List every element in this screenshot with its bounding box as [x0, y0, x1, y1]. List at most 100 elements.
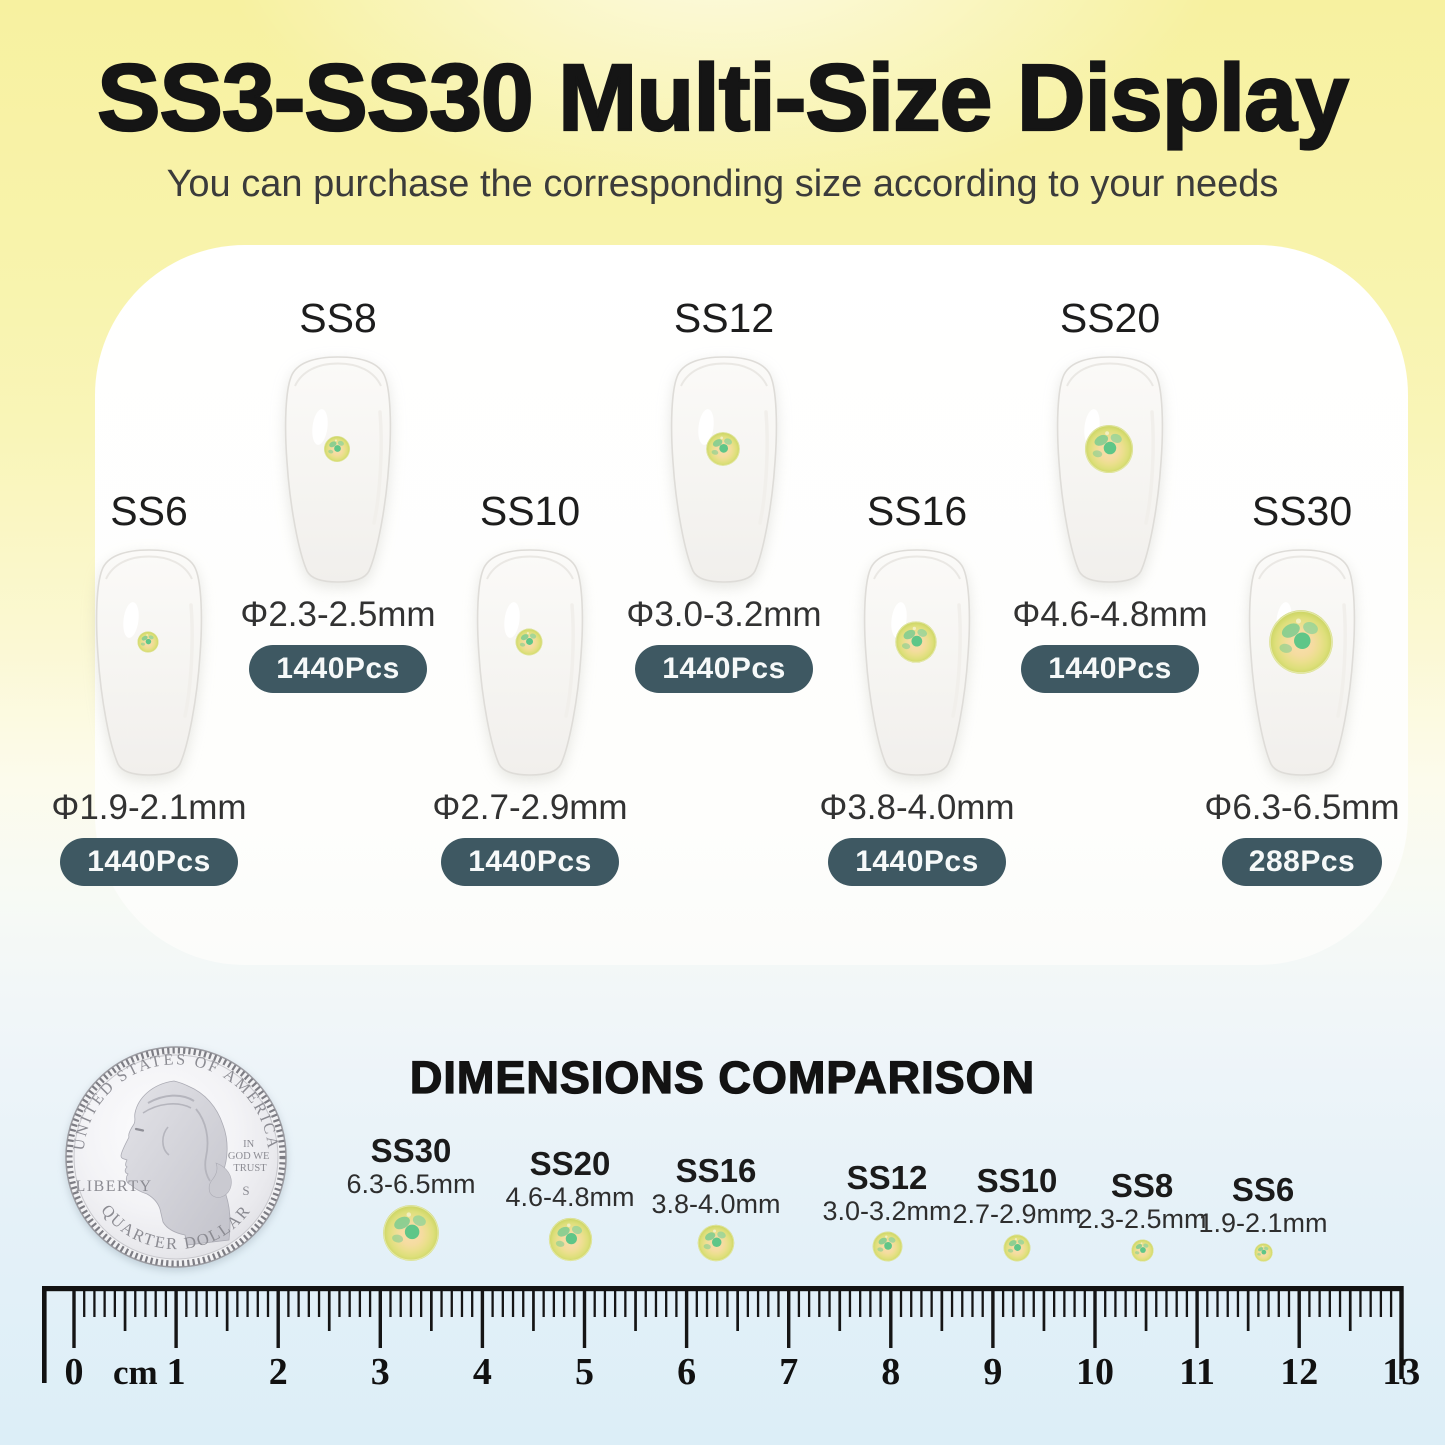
dot-label: SS30 — [370, 1132, 452, 1169]
svg-text:7: 7 — [779, 1351, 798, 1393]
count-badge: 1440Pcs — [249, 645, 427, 693]
nail-highlight — [698, 409, 714, 445]
svg-text:11: 11 — [1179, 1351, 1215, 1393]
nail-tip-image — [476, 549, 584, 776]
svg-text:13: 13 — [1382, 1351, 1420, 1393]
dot-size: 1.9-2.1mm — [1198, 1208, 1328, 1238]
rhinestone — [1084, 424, 1134, 474]
dot-size: 4.6-4.8mm — [505, 1182, 635, 1212]
svg-text:1: 1 — [167, 1351, 186, 1393]
diameter-label: Φ3.0-3.2mm — [626, 595, 822, 634]
svg-text:4: 4 — [473, 1351, 492, 1393]
dot-group-ss12: SS12 3.0-3.2mm — [817, 1159, 957, 1262]
dot-group-ss10: SS10 2.7-2.9mm — [947, 1162, 1087, 1262]
dot-label: SS6 — [1231, 1171, 1295, 1208]
svg-text:12: 12 — [1280, 1351, 1318, 1393]
hair-queue — [208, 1162, 232, 1198]
nail-highlight — [504, 602, 520, 638]
size-label: SS10 — [479, 488, 581, 534]
nail-tip-image — [95, 549, 203, 776]
count-badge: 288Pcs — [1221, 838, 1383, 886]
svg-text:8: 8 — [881, 1351, 900, 1393]
rhinestone-dot — [1130, 1239, 1154, 1262]
nail-tip-image — [284, 356, 392, 583]
size-card-ss8: SS8 Φ2.3-2.5mm 1440Pcs — [208, 295, 468, 715]
count-badge: 1440Pcs — [441, 838, 619, 886]
size-label: SS30 — [1251, 488, 1353, 534]
svg-text:6: 6 — [677, 1351, 696, 1393]
rhinestone-dot — [547, 1217, 593, 1262]
size-label: SS12 — [673, 295, 775, 341]
svg-text:5: 5 — [575, 1351, 594, 1393]
rhinestone — [894, 620, 938, 664]
dot-label: SS8 — [1110, 1167, 1174, 1204]
dot-size: 3.8-4.0mm — [651, 1189, 781, 1219]
nail-tip-image — [1248, 549, 1356, 776]
size-card-ss20: SS20 Φ4.6-4.8mm 1440Pcs — [980, 295, 1240, 715]
diameter-label: Φ6.3-6.5mm — [1204, 788, 1400, 827]
count-badge: 1440Pcs — [60, 838, 238, 886]
dot-label: SS12 — [846, 1159, 928, 1196]
rhinestone — [1268, 609, 1334, 675]
dot-group-ss30: SS30 6.3-6.5mm — [341, 1132, 481, 1262]
rhinestone — [515, 628, 543, 656]
rhinestone — [323, 435, 351, 463]
size-label: SS8 — [299, 295, 377, 341]
nail-highlight — [312, 409, 328, 445]
dot-size: 3.0-3.2mm — [822, 1196, 952, 1226]
rhinestone-dot — [382, 1204, 440, 1262]
dot-size: 2.3-2.5mm — [1077, 1204, 1207, 1234]
dot-label: SS16 — [675, 1152, 757, 1189]
rhinestone-dot — [1253, 1243, 1273, 1262]
dot-group-ss16: SS16 3.8-4.0mm — [646, 1152, 786, 1262]
svg-text:2: 2 — [269, 1351, 288, 1393]
diameter-label: Φ3.8-4.0mm — [819, 788, 1015, 827]
dot-label: SS20 — [529, 1145, 611, 1182]
ruler-unit: cm — [113, 1353, 158, 1392]
diameter-label: Φ2.3-2.5mm — [240, 595, 436, 634]
eye-line — [134, 1127, 145, 1132]
dot-label: SS10 — [976, 1162, 1058, 1199]
svg-text:10: 10 — [1076, 1351, 1114, 1393]
coin-reeded-edge — [66, 1047, 286, 1267]
coin-mint-mark: S — [242, 1183, 249, 1198]
coin-liberty-text: LIBERTY — [75, 1178, 152, 1195]
coin-motto-text: IN GOD WE TRUST — [228, 1139, 272, 1174]
size-card-ss10: SS10 Φ2.7-2.9mm 1440Pcs — [400, 488, 660, 908]
size-card-ss6: SS6 Φ1.9-2.1mm 1440Pcs — [19, 488, 279, 908]
rhinestone — [705, 431, 741, 467]
rhinestone-dot — [871, 1231, 903, 1262]
diameter-label: Φ2.7-2.9mm — [432, 788, 628, 827]
rhinestone-dot — [697, 1224, 735, 1262]
count-badge: 1440Pcs — [828, 838, 1006, 886]
nail-tip-image — [863, 549, 971, 776]
dot-group-ss8: SS8 2.3-2.5mm — [1072, 1167, 1212, 1262]
svg-text:9: 9 — [983, 1351, 1002, 1393]
dot-size: 6.3-6.5mm — [346, 1169, 476, 1199]
size-label: SS16 — [866, 488, 968, 534]
size-card-ss12: SS12 Φ3.0-3.2mm 1440Pcs — [594, 295, 854, 715]
page-title: SS3-SS30 Multi-Size Display — [96, 44, 1350, 152]
rhinestone — [137, 631, 159, 653]
svg-text:3: 3 — [371, 1351, 390, 1393]
size-label: SS6 — [110, 488, 188, 534]
diameter-label: Φ4.6-4.8mm — [1012, 595, 1208, 634]
rhinestone-dot — [1003, 1234, 1031, 1262]
diameter-label: Φ1.9-2.1mm — [51, 788, 247, 827]
nail-tip-image — [1056, 356, 1164, 583]
count-badge: 1440Pcs — [635, 645, 813, 693]
dot-group-ss20: SS20 4.6-4.8mm — [500, 1145, 640, 1262]
dot-group-ss6: SS6 1.9-2.1mm — [1193, 1171, 1333, 1262]
nail-tip-image — [670, 356, 778, 583]
nail-highlight — [123, 602, 139, 638]
comparison-heading: DIMENSIONS COMPARISON — [409, 1051, 1036, 1103]
dot-size: 2.7-2.9mm — [952, 1199, 1082, 1229]
svg-text:0: 0 — [65, 1351, 84, 1393]
size-card-ss30: SS30 Φ6.3-6.5mm 288Pcs — [1172, 488, 1432, 908]
quarter-coin-image: UNITED STATES OF AMERICA QUARTER DOLLAR … — [65, 1046, 287, 1268]
page-subtitle: You can purchase the corresponding size … — [166, 163, 1279, 205]
count-badge: 1440Pcs — [1021, 645, 1199, 693]
size-label: SS20 — [1059, 295, 1161, 341]
